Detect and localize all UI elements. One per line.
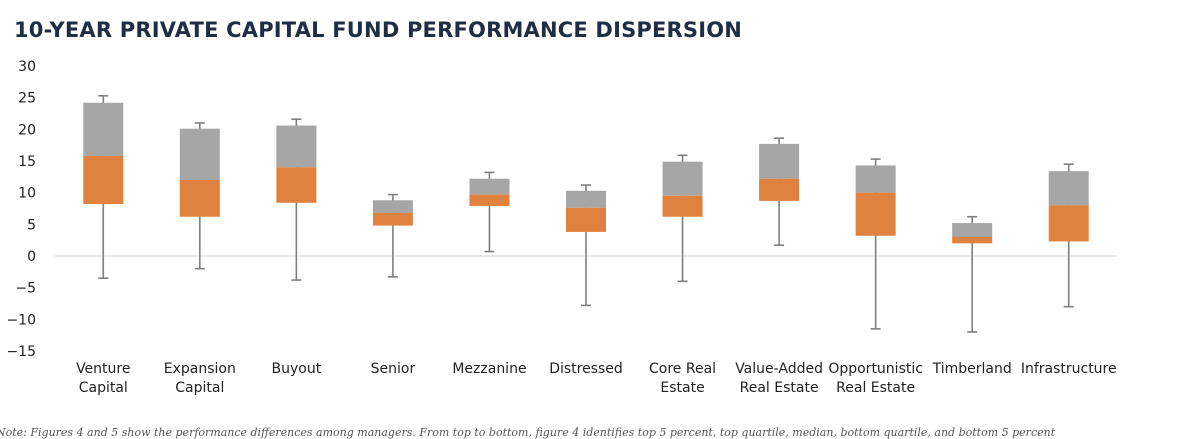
x-tick-label: Opportunistic Real Estate <box>828 361 923 396</box>
box-group <box>1048 163 1089 308</box>
upper-quartile-box <box>372 200 413 213</box>
box-group <box>276 118 317 281</box>
x-tick-label-line: Capital <box>175 380 224 396</box>
y-tick-label: 5 <box>27 217 36 233</box>
chart-title: 10-YEAR PRIVATE CAPITAL FUND PERFORMANCE… <box>14 18 743 42</box>
lower-quartile-box <box>83 155 124 205</box>
x-tick-label: Value-Added Real Estate <box>735 361 823 396</box>
x-tick-label: Buyout <box>272 361 322 377</box>
upper-quartile-box <box>855 165 896 193</box>
x-tick-label: Distressed <box>549 361 623 377</box>
x-tick-label-line: Distressed <box>549 361 623 377</box>
lower-quartile-box <box>469 194 510 206</box>
y-tick-label: 15 <box>18 154 36 170</box>
y-tick-label: 0 <box>27 249 36 265</box>
upper-quartile-box <box>469 178 510 195</box>
x-tick-label-line: Value-Added <box>735 361 823 377</box>
box-group <box>372 193 413 278</box>
box-plot-series <box>83 94 1089 333</box>
lower-quartile-box <box>855 192 896 236</box>
lower-quartile-box <box>276 167 317 203</box>
x-tick-label: Core Real Estate <box>649 361 716 396</box>
y-tick-label: 20 <box>18 122 36 138</box>
footnote: Note: Figures 4 and 5 show the performan… <box>0 426 1056 439</box>
box-group <box>469 171 510 253</box>
upper-quartile-box <box>566 190 606 208</box>
lower-quartile-box <box>759 178 800 201</box>
x-tick-label: Expansion Capital <box>164 361 236 396</box>
y-tick-label: −5 <box>15 281 36 297</box>
x-tick-label-line: Senior <box>371 361 416 377</box>
x-tick-label-line: Venture <box>76 361 130 377</box>
upper-quartile-box <box>179 128 220 180</box>
lower-quartile-box <box>952 237 993 244</box>
x-tick-label-line: Expansion <box>164 361 236 377</box>
x-tick-label: Mezzanine <box>452 361 526 377</box>
box-group <box>179 122 220 270</box>
box-group <box>855 158 896 330</box>
upper-quartile-box <box>83 102 124 156</box>
x-tick-label-line: Core Real <box>649 361 716 377</box>
upper-quartile-box <box>1048 171 1089 206</box>
x-tick-label: Venture Capital <box>76 361 130 396</box>
y-tick-label: −15 <box>6 344 36 360</box>
y-axis: 30 25 20 15 10 5 0 −5 −10 −15 <box>6 59 36 360</box>
lower-quartile-box <box>179 180 220 217</box>
box-group <box>83 94 124 279</box>
x-tick-label-line: Real Estate <box>740 380 819 396</box>
x-tick-label: Timberland <box>932 361 1012 377</box>
x-tick-label-line: Buyout <box>272 361 322 377</box>
box-group <box>952 215 993 333</box>
y-tick-label: −10 <box>6 312 36 328</box>
upper-quartile-box <box>276 125 317 168</box>
lower-quartile-box <box>566 207 606 232</box>
box-group <box>566 184 606 307</box>
upper-quartile-box <box>952 223 993 237</box>
x-tick-label-line: Mezzanine <box>452 361 526 377</box>
x-tick-label: Senior <box>371 361 416 377</box>
y-tick-label: 30 <box>18 59 36 75</box>
y-tick-label: 25 <box>18 91 36 107</box>
box-group <box>662 154 703 283</box>
x-tick-label-line: Capital <box>79 380 128 396</box>
lower-quartile-box <box>1048 205 1089 242</box>
lower-quartile-box <box>662 195 703 217</box>
x-tick-label-line: Real Estate <box>836 380 915 396</box>
x-tick-label-line: Estate <box>660 380 704 396</box>
y-tick-label: 10 <box>18 186 36 202</box>
upper-quartile-box <box>662 161 703 196</box>
x-tick-label: Infrastructure <box>1021 361 1117 377</box>
box-group <box>759 137 800 247</box>
x-tick-label-line: Opportunistic <box>828 361 923 377</box>
x-tick-label-line: Timberland <box>932 361 1012 377</box>
upper-quartile-box <box>759 143 800 179</box>
x-tick-label-line: Infrastructure <box>1021 361 1117 377</box>
x-axis: Venture Capital Expansion Capital Buyout Seni… <box>76 361 1117 396</box>
lower-quartile-box <box>372 212 413 226</box>
